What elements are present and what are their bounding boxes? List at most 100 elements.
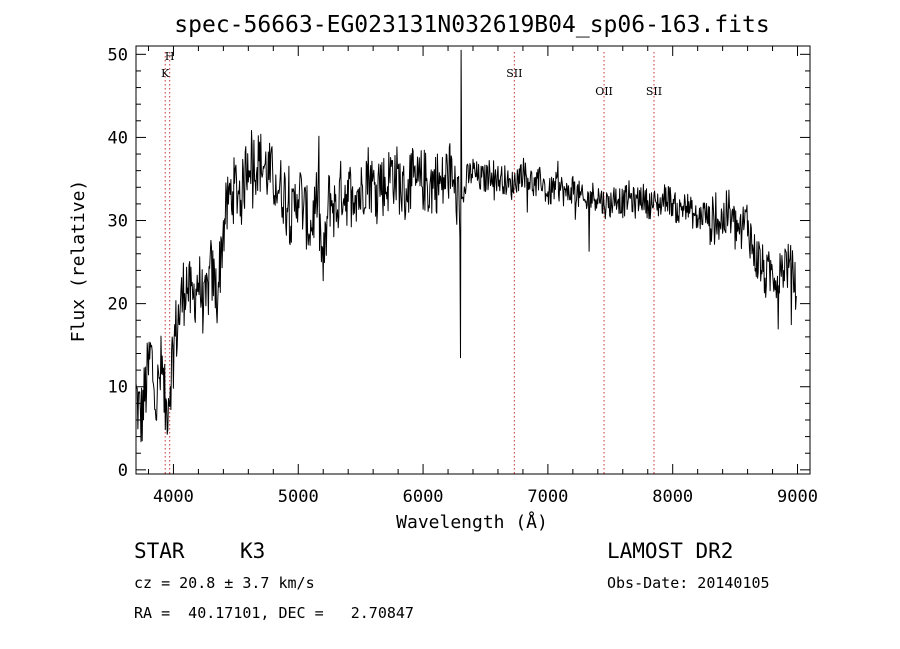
x-tick-label: 8000 bbox=[652, 487, 693, 507]
redshift-readout: cz = 20.8 ± 3.7 km/s bbox=[134, 574, 315, 592]
data-point bbox=[641, 195, 643, 197]
data-point bbox=[678, 211, 680, 213]
data-point bbox=[204, 311, 206, 313]
data-point bbox=[360, 195, 362, 197]
data-point bbox=[266, 170, 268, 172]
y-tick-label: 0 bbox=[118, 461, 128, 481]
data-point bbox=[510, 186, 512, 188]
data-point bbox=[478, 178, 480, 180]
data-point bbox=[285, 195, 287, 197]
y-tick-label: 50 bbox=[108, 45, 128, 65]
data-point bbox=[466, 178, 468, 180]
data-point bbox=[516, 178, 518, 180]
data-point bbox=[628, 195, 630, 197]
data-point bbox=[441, 186, 443, 188]
data-point bbox=[379, 178, 381, 180]
data-point bbox=[173, 344, 175, 346]
x-tick-label: 6000 bbox=[403, 487, 444, 507]
obs-date: Obs-Date: 20140105 bbox=[607, 574, 770, 592]
data-point bbox=[616, 195, 618, 197]
data-point bbox=[553, 186, 555, 188]
data-point bbox=[778, 278, 780, 280]
data-point bbox=[447, 170, 449, 172]
data-point bbox=[435, 178, 437, 180]
data-point bbox=[198, 278, 200, 280]
data-point bbox=[460, 211, 462, 213]
data-point bbox=[410, 178, 412, 180]
data-point bbox=[404, 195, 406, 197]
data-point bbox=[747, 220, 749, 222]
data-point bbox=[716, 220, 718, 222]
data-point bbox=[709, 220, 711, 222]
series-layer bbox=[135, 49, 797, 443]
data-point bbox=[372, 186, 374, 188]
data-point bbox=[304, 211, 306, 213]
y-tick-label: 10 bbox=[108, 378, 128, 398]
data-point bbox=[160, 369, 162, 371]
data-point bbox=[603, 203, 605, 205]
data-point bbox=[560, 186, 562, 188]
data-point bbox=[622, 203, 624, 205]
data-point bbox=[609, 203, 611, 205]
data-point bbox=[169, 386, 171, 388]
data-point bbox=[260, 162, 262, 164]
spectrum-line bbox=[135, 49, 797, 443]
data-point bbox=[223, 228, 225, 230]
line-markers: HK SII OII SII bbox=[161, 50, 662, 474]
axes: 4000 5000 6000 7000 8000 9000 0 10 20 30 40 50 bbox=[108, 45, 818, 507]
data-point bbox=[753, 253, 755, 255]
data-point bbox=[497, 178, 499, 180]
data-point bbox=[291, 220, 293, 222]
data-point bbox=[453, 186, 455, 188]
data-point bbox=[416, 186, 418, 188]
data-point bbox=[150, 353, 152, 355]
data-point bbox=[241, 195, 243, 197]
data-point bbox=[684, 203, 686, 205]
data-point bbox=[572, 186, 574, 188]
line-marker-label: K bbox=[161, 67, 170, 80]
survey-name: LAMOST DR2 bbox=[607, 539, 734, 563]
data-point bbox=[491, 170, 493, 172]
data-point bbox=[254, 162, 256, 164]
data-point bbox=[191, 303, 193, 305]
data-point bbox=[354, 186, 356, 188]
data-point bbox=[666, 195, 668, 197]
data-point bbox=[591, 195, 593, 197]
data-point bbox=[535, 186, 537, 188]
data-point bbox=[528, 178, 530, 180]
object-class: STAR bbox=[134, 539, 185, 563]
line-marker-label: OII bbox=[595, 85, 613, 98]
data-point bbox=[759, 261, 761, 263]
data-point bbox=[316, 195, 318, 197]
data-point bbox=[185, 278, 187, 280]
data-point bbox=[672, 203, 674, 205]
data-point bbox=[210, 270, 212, 272]
data-point bbox=[547, 195, 549, 197]
data-point bbox=[585, 203, 587, 205]
data-point bbox=[485, 178, 487, 180]
data-point bbox=[772, 270, 774, 272]
data-point bbox=[541, 178, 543, 180]
data-point bbox=[235, 186, 237, 188]
data-point bbox=[734, 228, 736, 230]
data-point bbox=[703, 211, 705, 213]
chart-title: spec-56663-EG023131N032619B04_sp06-163.f… bbox=[174, 12, 769, 38]
data-point bbox=[647, 203, 649, 205]
data-point bbox=[566, 195, 568, 197]
data-point bbox=[578, 195, 580, 197]
data-point bbox=[653, 203, 655, 205]
data-point bbox=[784, 261, 786, 263]
data-point bbox=[272, 178, 274, 180]
data-point bbox=[397, 178, 399, 180]
data-point bbox=[472, 170, 474, 172]
data-point bbox=[165, 411, 167, 413]
data-point bbox=[329, 195, 331, 197]
data-point bbox=[391, 170, 393, 172]
data-point bbox=[310, 228, 312, 230]
data-point bbox=[229, 195, 231, 197]
spectrum-chart: spec-56663-EG023131N032619B04_sp06-163.f… bbox=[68, 12, 818, 533]
y-tick-label: 20 bbox=[108, 295, 128, 315]
data-point bbox=[634, 203, 636, 205]
data-point bbox=[722, 220, 724, 222]
data-point bbox=[335, 211, 337, 213]
